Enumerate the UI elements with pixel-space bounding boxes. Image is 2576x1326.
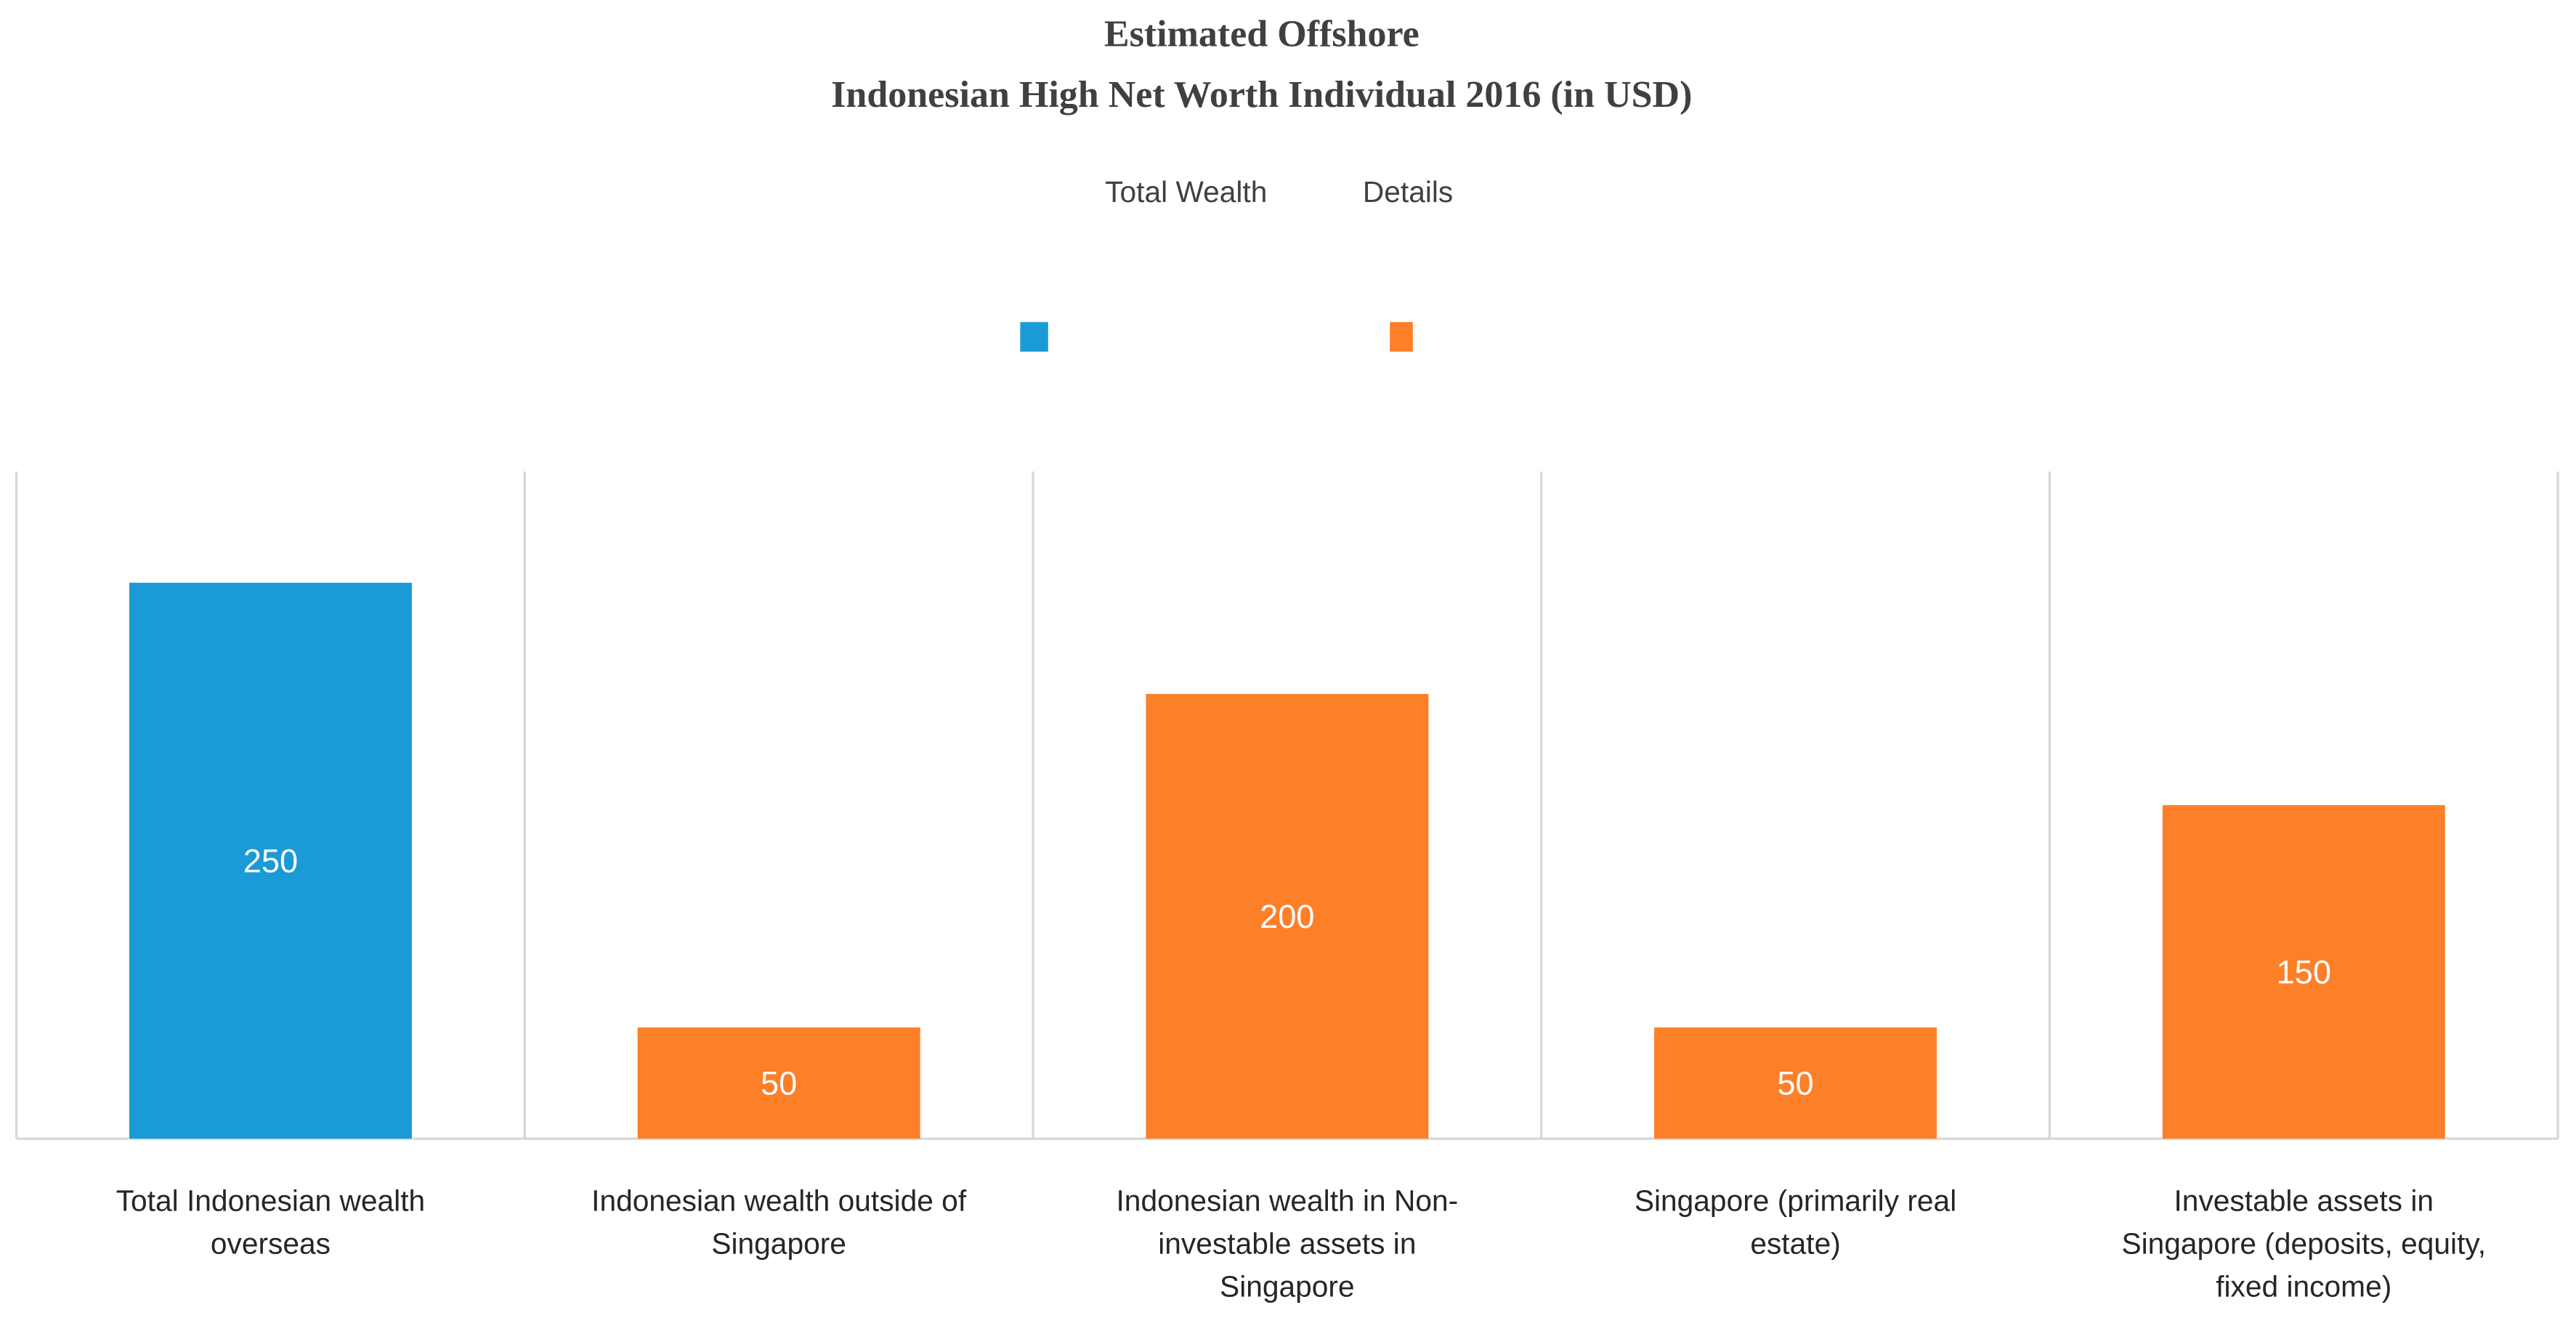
bar (637, 1027, 920, 1139)
x-tick-label: Indonesian wealth outside of Singapore (591, 1184, 967, 1261)
chart-title: Indonesian High Net Worth Individual 201… (831, 74, 1692, 116)
x-tick-label: Singapore (primarily real estate) (1634, 1184, 1957, 1261)
value-label: 50 (761, 1065, 797, 1102)
bar (129, 583, 412, 1139)
x-label-box: Singapore (primarily real estate) (1634, 1184, 1957, 1261)
x-tick-label: Investable assets in Singapore (deposits… (2121, 1184, 2487, 1303)
bar (1654, 1027, 1937, 1139)
x-label-box: Indonesian wealth outside of Singapore (591, 1184, 967, 1261)
x-label-box: Investable assets in Singapore (deposits… (2121, 1184, 2487, 1303)
legend-label: Total Wealth (1105, 175, 1267, 209)
bar (2162, 805, 2445, 1139)
chart-title: Estimated Offshore (1104, 13, 1419, 54)
x-tick-label: Indonesian wealth in Non-investable asse… (1116, 1184, 1459, 1303)
value-label: 150 (2277, 953, 2331, 990)
legend-swatch (1020, 322, 1048, 352)
value-label: 200 (1260, 898, 1314, 935)
x-label-box: Indonesian wealth in Non-investable asse… (1116, 1184, 1459, 1303)
bar (1146, 694, 1429, 1139)
value-label: 50 (1777, 1065, 1813, 1102)
legend-label: Details (1363, 175, 1453, 209)
legend-swatch (1390, 322, 1413, 352)
x-tick-label: Total Indonesian wealth overseas (116, 1184, 426, 1261)
x-label-box: Total Indonesian wealth overseas (116, 1184, 426, 1261)
value-label: 250 (243, 842, 298, 879)
